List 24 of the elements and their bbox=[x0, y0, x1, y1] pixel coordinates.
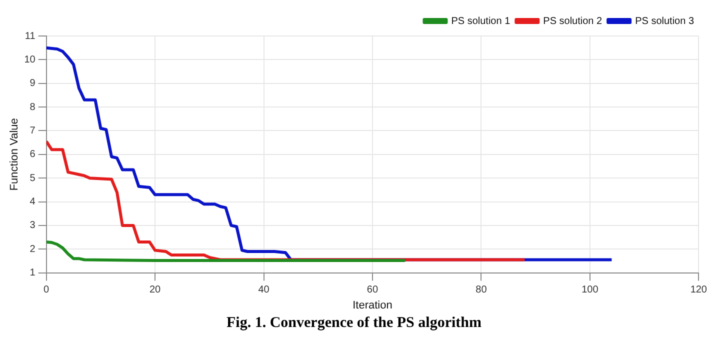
y-tick-label: 6 bbox=[30, 149, 36, 160]
legend-label: PS solution 2 bbox=[543, 16, 603, 27]
legend-label: PS solution 1 bbox=[451, 16, 511, 27]
x-tick-label: 120 bbox=[690, 284, 708, 296]
text: Fig. 1. Convergence of the PS algorithm bbox=[226, 314, 482, 331]
x-tick-label: 80 bbox=[476, 284, 488, 296]
y-tick-label: 5 bbox=[30, 172, 36, 184]
x-axis-title: Iteration bbox=[352, 299, 392, 312]
y-tick-label: 3 bbox=[30, 220, 36, 232]
x-tick-label: 40 bbox=[258, 284, 270, 296]
y-tick-label: 8 bbox=[30, 102, 36, 113]
x-tick-label: 60 bbox=[366, 284, 378, 296]
y-tick-label: 2 bbox=[30, 244, 36, 255]
y-tick-label: 4 bbox=[30, 196, 36, 208]
y-tick-label: 1 bbox=[30, 268, 36, 279]
x-tick-label: 20 bbox=[149, 284, 162, 296]
legend-label: PS solution 3 bbox=[635, 16, 694, 27]
y-axis-title: Function Value bbox=[8, 118, 21, 191]
x-tick-label: 0 bbox=[44, 284, 50, 296]
y-tick-label: 11 bbox=[24, 30, 36, 42]
y-tick-label: 7 bbox=[30, 125, 36, 136]
y-tick-label: 10 bbox=[24, 54, 36, 66]
y-tick-label: 9 bbox=[30, 78, 36, 90]
x-tick-label: 100 bbox=[582, 284, 599, 296]
